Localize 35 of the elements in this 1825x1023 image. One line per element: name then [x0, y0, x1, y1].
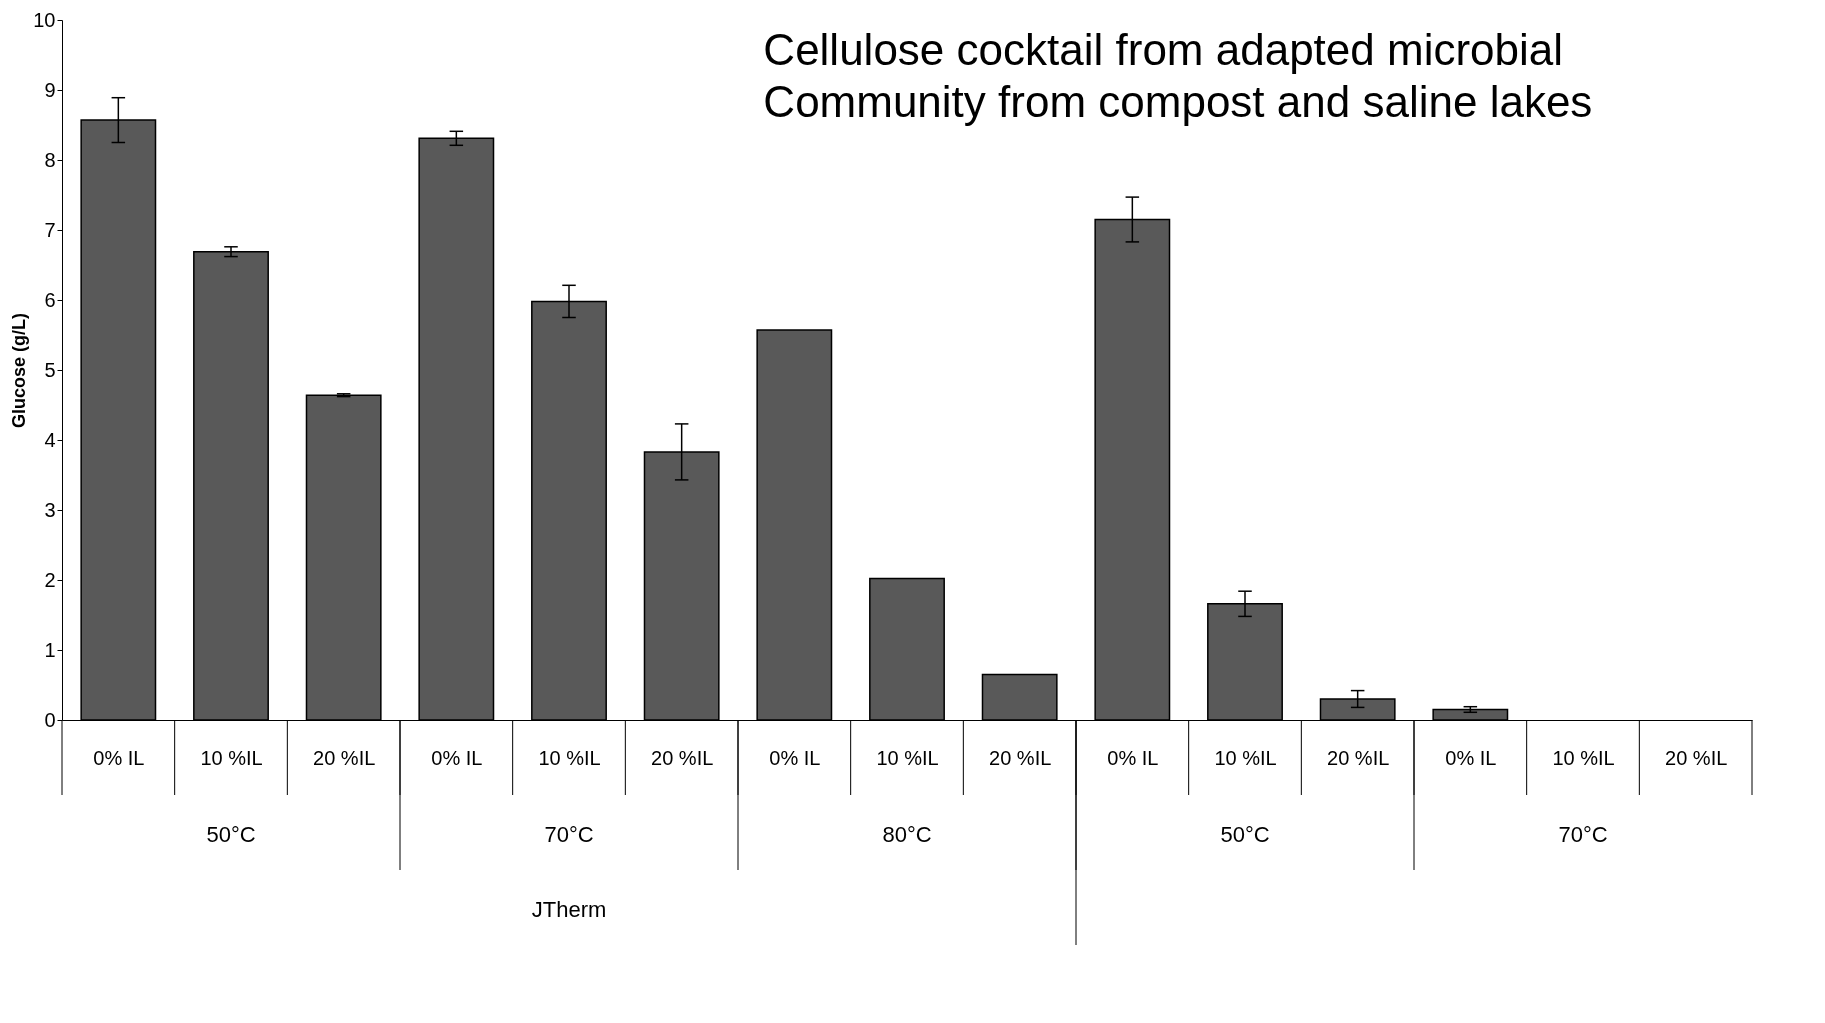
x-tick-label: 0% IL: [1107, 746, 1159, 769]
x-tick-label: 20 %IL: [989, 746, 1052, 769]
x-tick-label: 0% IL: [431, 746, 483, 769]
annotation: Cellulose cocktail from adapted microbial: [763, 25, 1564, 74]
y-tick-label: 7: [44, 218, 56, 241]
y-axis-title: Glucose (g/L): [9, 312, 30, 429]
x-tick-label: 0% IL: [1445, 746, 1497, 769]
x-tick-label: 20 %IL: [1665, 746, 1728, 769]
x-tick-label: 10 %IL: [200, 746, 263, 769]
x-tick-label: 20 %IL: [313, 746, 376, 769]
x-tick-label: 20 %IL: [1327, 746, 1390, 769]
y-tick-label: 0: [44, 708, 56, 731]
annotation: Community from compost and saline lakes: [763, 77, 1593, 126]
text: 70°C: [544, 822, 594, 847]
y-tick-label: 8: [44, 148, 56, 171]
y-tick-label: 2: [44, 568, 56, 591]
x-tick-label: 10 %IL: [876, 746, 939, 769]
text: 70°C: [1558, 822, 1608, 847]
y-tick-label: 5: [44, 358, 56, 381]
x-tick-label: 10 %IL: [1214, 746, 1277, 769]
text: 80°C: [882, 822, 932, 847]
y-tick-label: 10: [33, 8, 56, 31]
y-tick-label: 3: [44, 498, 56, 521]
x-tick-label: 10 %IL: [1552, 746, 1615, 769]
text: 50°C: [1220, 822, 1270, 847]
x-tick-label: 0% IL: [93, 746, 145, 769]
x-tick-label: 10 %IL: [538, 746, 601, 769]
y-tick-label: 9: [44, 78, 56, 101]
y-tick-label: 6: [44, 288, 56, 311]
text: JTherm: [531, 897, 607, 922]
y-tick-label: 4: [44, 428, 56, 451]
text: 50°C: [206, 822, 256, 847]
y-tick-label: 1: [44, 638, 56, 661]
x-tick-label: 20 %IL: [651, 746, 714, 769]
x-tick-label: 0% IL: [769, 746, 821, 769]
